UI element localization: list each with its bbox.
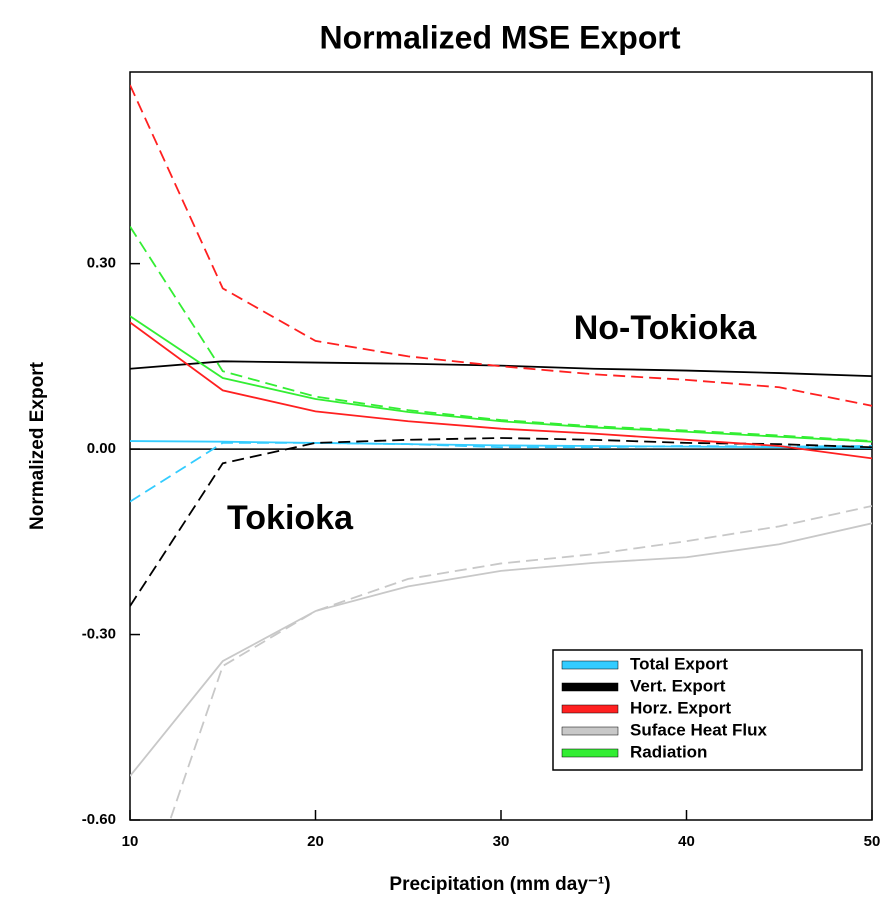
x-tick-label: 30 [493, 833, 510, 850]
legend-label: Vert. Export [630, 676, 726, 695]
line [130, 315, 872, 443]
y-axis-label: Normalized Export [27, 361, 48, 530]
axes: 10 20 30 40 50 -0.60 -0.30 0.00 0.30 [82, 255, 881, 850]
line-dashed [130, 437, 872, 607]
legend-label: Total Export [630, 654, 728, 673]
x-tick-label: 40 [678, 833, 695, 850]
line-dashed [130, 84, 872, 407]
line [130, 360, 872, 378]
legend-label: Suface Heat Flux [630, 720, 768, 739]
line-dashed [130, 226, 872, 442]
annotation: No-Tokioka [574, 309, 758, 347]
x-tick-label: 20 [307, 833, 324, 850]
x-axis-label: Precipitation (mm day⁻¹) [389, 874, 610, 895]
legend-swatch [561, 748, 619, 758]
legend-entries: Total Export Vert. Export Horz. Export Sufa… [561, 654, 768, 761]
line-dashed [130, 442, 872, 503]
annotation: Tokioka [227, 499, 354, 537]
line [130, 522, 872, 777]
x-tick-label: 10 [122, 833, 139, 850]
line [130, 440, 872, 449]
legend-swatch [561, 660, 619, 670]
legend-swatch [561, 726, 619, 736]
y-tick-label: 0.00 [87, 440, 116, 457]
x-tick-label: 50 [864, 833, 881, 850]
chart-title: Normalized MSE Export [320, 19, 681, 55]
legend-label: Radiation [630, 742, 707, 761]
y-tick-label: -0.30 [82, 626, 116, 643]
plot-area [130, 84, 872, 820]
legend-swatch [561, 704, 619, 714]
y-tick-label: -0.60 [82, 811, 116, 828]
y-tick-label: 0.30 [87, 255, 116, 272]
line [130, 321, 872, 460]
legend-label: Horz. Export [630, 698, 731, 717]
line-dashed [169, 505, 872, 820]
legend-swatch [561, 682, 619, 692]
